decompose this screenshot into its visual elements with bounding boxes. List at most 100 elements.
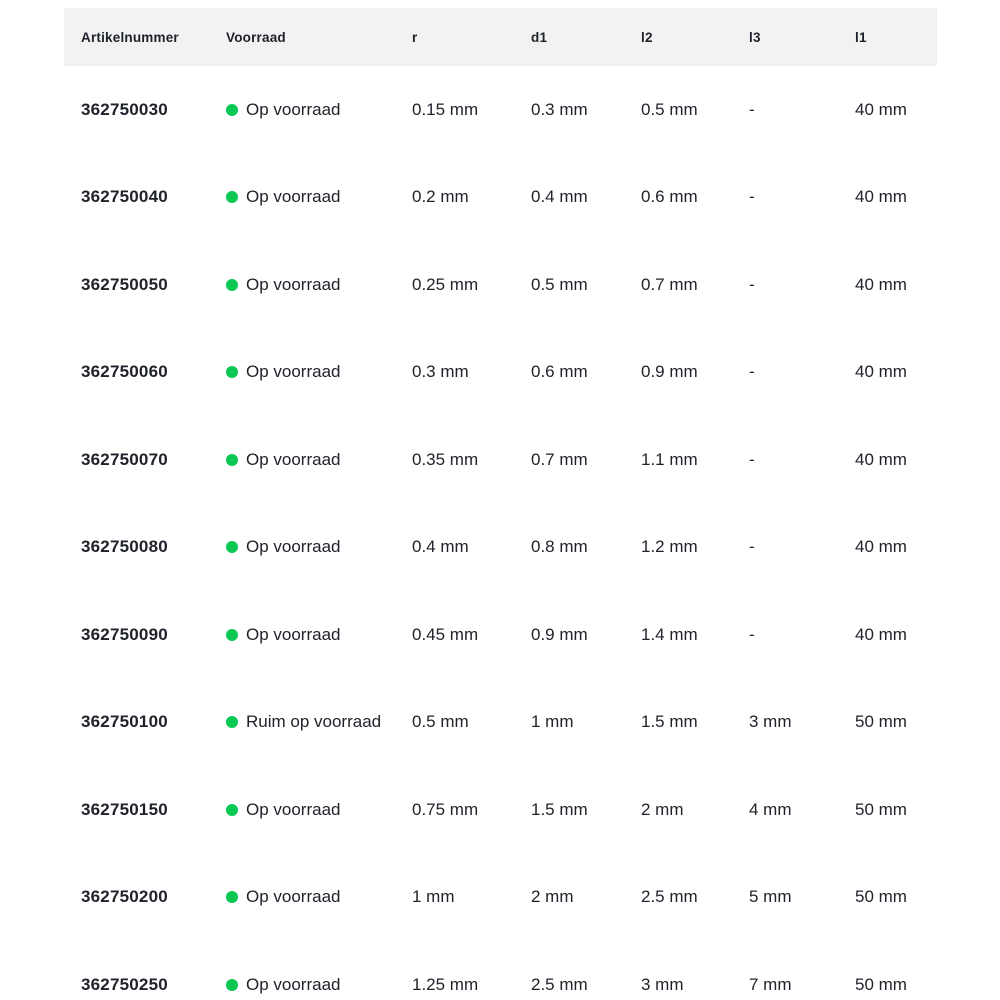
d1-value-cell: 0.5 mm — [531, 274, 588, 294]
l2-value-cell: 1.2 mm — [641, 537, 698, 557]
artikelnummer-cell: 362750100 — [81, 712, 168, 732]
stock-status-cell: Op voorraad — [226, 100, 412, 120]
d1-value-cell: 0.3 mm — [531, 99, 588, 119]
stock-status-label: Ruim op voorraad — [246, 712, 382, 732]
l1-value-cell: 50 mm — [855, 974, 907, 994]
d1-value-cell: 1.5 mm — [531, 799, 588, 819]
in-stock-dot-icon — [226, 716, 238, 729]
in-stock-dot-icon — [226, 278, 238, 291]
l2-value-cell: 2 mm — [641, 799, 684, 819]
r-value-cell: 0.4 mm — [412, 537, 469, 557]
d1-value-cell: 0.4 mm — [531, 187, 588, 207]
in-stock-dot-icon — [226, 191, 238, 204]
stock-status-label: Op voorraad — [246, 274, 341, 294]
table-body: 362750030 Op voorraad 0.15 mm 0.3 mm 0.5… — [64, 66, 937, 1000]
stock-status-label: Op voorraad — [246, 187, 341, 207]
stock-status-cell: Ruim op voorraad — [226, 712, 412, 732]
l2-value-cell: 0.5 mm — [641, 99, 698, 119]
r-value-cell: 1 mm — [412, 887, 455, 907]
artikelnummer-cell: 362750040 — [81, 187, 168, 207]
r-value-cell: 1.25 mm — [412, 974, 479, 994]
stock-status-cell: Op voorraad — [226, 450, 412, 470]
table-row: 362750200 Op voorraad 1 mm 2 mm 2.5 mm 5… — [64, 854, 937, 942]
table-row: 362750060 Op voorraad 0.3 mm 0.6 mm 0.9 … — [64, 329, 937, 417]
in-stock-dot-icon — [226, 366, 238, 379]
stock-status-cell: Op voorraad — [226, 275, 412, 295]
stock-status-label: Op voorraad — [246, 887, 341, 907]
column-header-artikelnummer: Artikelnummer — [81, 29, 179, 45]
l3-value-cell: - — [749, 624, 755, 644]
in-stock-dot-icon — [226, 978, 238, 991]
table-row: 362750040 Op voorraad 0.2 mm 0.4 mm 0.6 … — [64, 154, 937, 242]
l3-value-cell: - — [749, 187, 755, 207]
l3-value-cell: 4 mm — [749, 799, 792, 819]
in-stock-dot-icon — [226, 453, 238, 466]
r-value-cell: 0.15 mm — [412, 99, 479, 119]
l1-value-cell: 50 mm — [855, 887, 907, 907]
stock-status-cell: Op voorraad — [226, 887, 412, 907]
l1-value-cell: 40 mm — [855, 274, 907, 294]
stock-status-cell: Op voorraad — [226, 537, 412, 557]
r-value-cell: 0.35 mm — [412, 449, 479, 469]
table-row: 362750030 Op voorraad 0.15 mm 0.3 mm 0.5… — [64, 66, 937, 154]
l3-value-cell: 3 mm — [749, 712, 792, 732]
artikelnummer-cell: 362750080 — [81, 537, 168, 557]
stock-status-label: Op voorraad — [246, 449, 341, 469]
d1-value-cell: 0.8 mm — [531, 537, 588, 557]
stock-status-label: Op voorraad — [246, 624, 341, 644]
table-header-row: Artikelnummer Voorraad r d1 l2 l3 l1 — [64, 8, 937, 66]
stock-status-label: Op voorraad — [246, 362, 341, 382]
l1-value-cell: 40 mm — [855, 362, 907, 382]
l2-value-cell: 1.5 mm — [641, 712, 698, 732]
in-stock-dot-icon — [226, 541, 238, 554]
table-row: 362750070 Op voorraad 0.35 mm 0.7 mm 1.1… — [64, 416, 937, 504]
l3-value-cell: - — [749, 537, 755, 557]
stock-status-cell: Op voorraad — [226, 800, 412, 820]
d1-value-cell: 0.7 mm — [531, 449, 588, 469]
stock-status-label: Op voorraad — [246, 799, 341, 819]
stock-status-cell: Op voorraad — [226, 975, 412, 995]
stock-status-label: Op voorraad — [246, 537, 341, 557]
d1-value-cell: 2 mm — [531, 887, 574, 907]
r-value-cell: 0.3 mm — [412, 362, 469, 382]
l3-value-cell: 5 mm — [749, 887, 792, 907]
l2-value-cell: 1.4 mm — [641, 624, 698, 644]
r-value-cell: 0.5 mm — [412, 712, 469, 732]
l2-value-cell: 3 mm — [641, 974, 684, 994]
artikelnummer-cell: 362750200 — [81, 887, 168, 907]
artikelnummer-cell: 362750060 — [81, 362, 168, 382]
d1-value-cell: 0.9 mm — [531, 624, 588, 644]
d1-value-cell: 0.6 mm — [531, 362, 588, 382]
l3-value-cell: 7 mm — [749, 974, 792, 994]
product-variants-table: Artikelnummer Voorraad r d1 l2 l3 l1 362… — [64, 8, 937, 1000]
artikelnummer-cell: 362750050 — [81, 274, 168, 294]
stock-status-cell: Op voorraad — [226, 362, 412, 382]
column-header-l3: l3 — [749, 29, 761, 45]
in-stock-dot-icon — [226, 803, 238, 816]
table-row: 362750050 Op voorraad 0.25 mm 0.5 mm 0.7… — [64, 241, 937, 329]
table-row: 362750150 Op voorraad 0.75 mm 1.5 mm 2 m… — [64, 766, 937, 854]
table-row: 362750080 Op voorraad 0.4 mm 0.8 mm 1.2 … — [64, 504, 937, 592]
l2-value-cell: 0.6 mm — [641, 187, 698, 207]
l1-value-cell: 40 mm — [855, 99, 907, 119]
d1-value-cell: 2.5 mm — [531, 974, 588, 994]
r-value-cell: 0.2 mm — [412, 187, 469, 207]
table-row: 362750090 Op voorraad 0.45 mm 0.9 mm 1.4… — [64, 591, 937, 679]
stock-status-cell: Op voorraad — [226, 625, 412, 645]
d1-value-cell: 1 mm — [531, 712, 574, 732]
l1-value-cell: 40 mm — [855, 537, 907, 557]
l1-value-cell: 40 mm — [855, 187, 907, 207]
l3-value-cell: - — [749, 274, 755, 294]
l2-value-cell: 1.1 mm — [641, 449, 698, 469]
in-stock-dot-icon — [226, 628, 238, 641]
stock-status-label: Op voorraad — [246, 974, 341, 994]
column-header-voorraad: Voorraad — [226, 29, 286, 45]
l1-value-cell: 50 mm — [855, 799, 907, 819]
column-header-l1: l1 — [855, 29, 867, 45]
l3-value-cell: - — [749, 99, 755, 119]
l3-value-cell: - — [749, 449, 755, 469]
l3-value-cell: - — [749, 362, 755, 382]
in-stock-dot-icon — [226, 891, 238, 904]
artikelnummer-cell: 362750090 — [81, 624, 168, 644]
stock-status-label: Op voorraad — [246, 99, 341, 119]
